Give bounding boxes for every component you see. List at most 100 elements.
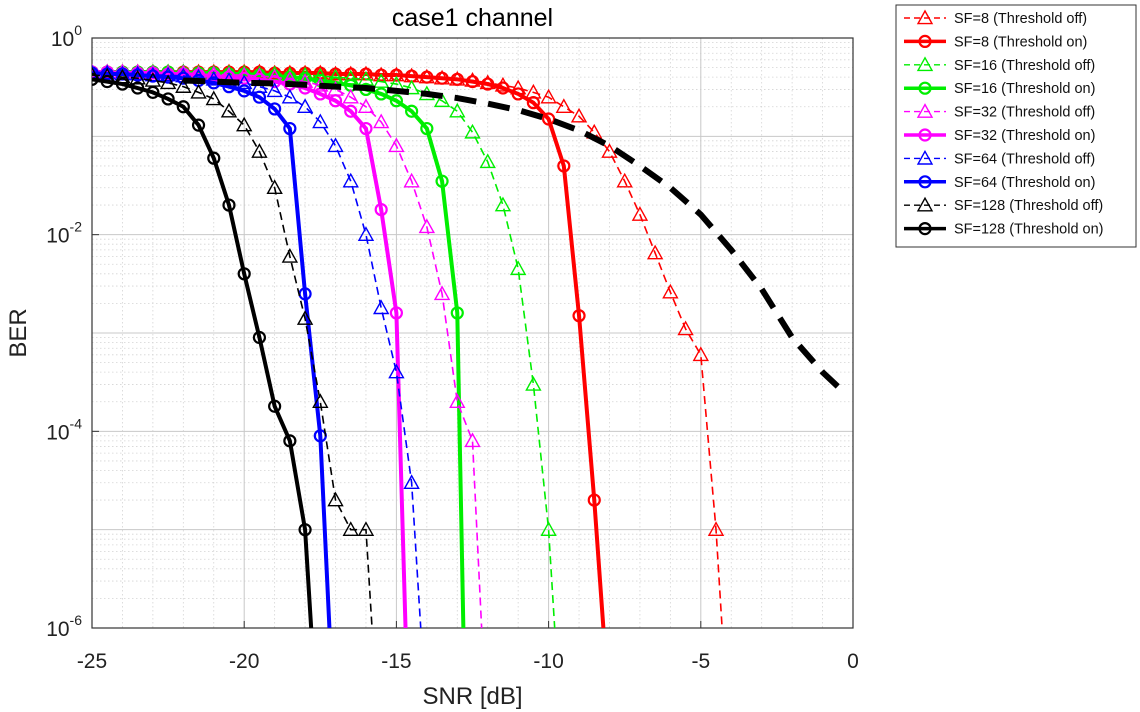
data-point <box>357 521 375 536</box>
data-point <box>296 98 314 114</box>
data-point <box>388 363 405 379</box>
data-point <box>707 521 725 536</box>
data-point <box>100 75 114 89</box>
legend-label: SF=32 (Threshold on) <box>954 128 1095 144</box>
chart-title: case1 channel <box>392 4 553 32</box>
legend-marker <box>918 81 932 95</box>
data-point <box>525 375 542 391</box>
data-point <box>494 196 512 212</box>
data-point <box>435 174 449 188</box>
data-point <box>236 116 253 132</box>
legend-marker <box>918 34 932 49</box>
data-point <box>587 493 601 507</box>
data-point <box>540 521 557 536</box>
data-point <box>481 77 495 91</box>
data-point <box>266 82 283 98</box>
data-point <box>268 102 282 116</box>
legend-label: SF=16 (Threshold on) <box>954 81 1095 97</box>
series-line <box>92 74 373 628</box>
data-point <box>268 399 282 413</box>
series-line <box>183 77 846 395</box>
legend: SF=8 (Threshold off) SF=8 (Threshold on) S… <box>895 4 1137 248</box>
data-point <box>540 88 557 104</box>
x-tick-label: -10 <box>533 650 563 673</box>
data-point <box>129 69 146 85</box>
data-point <box>464 123 481 139</box>
data-point <box>191 118 206 132</box>
legend-label: SF=8 (Threshold on) <box>954 34 1087 50</box>
legend-entry: SF=32 (Threshold on) <box>904 128 1095 144</box>
data-point <box>176 100 190 114</box>
data-point <box>131 81 145 95</box>
data-point <box>357 226 375 241</box>
series-10 <box>92 72 314 628</box>
legend-marker <box>916 56 934 72</box>
data-point <box>283 434 297 448</box>
data-point <box>357 98 375 114</box>
data-point <box>449 393 466 409</box>
series-9 <box>92 66 375 628</box>
data-point <box>435 71 449 85</box>
legend-entry: SF=128 (Threshold on) <box>904 222 1104 238</box>
data-point <box>175 78 192 93</box>
plot-area <box>91 37 854 629</box>
legend-label: SF=32 (Threshold off) <box>954 105 1095 121</box>
data-point <box>403 172 420 188</box>
legend-entry: SF=16 (Threshold off) <box>904 56 1095 74</box>
data-point <box>420 121 434 136</box>
data-point <box>252 90 267 104</box>
x-tick-label: -25 <box>77 650 107 673</box>
data-point <box>541 112 556 126</box>
data-point <box>342 88 359 104</box>
data-point <box>479 153 496 169</box>
data-point <box>159 74 177 90</box>
data-point <box>237 71 251 85</box>
data-point <box>433 285 451 301</box>
legend-entry: SF=128 (Threshold off) <box>904 196 1103 214</box>
data-point <box>557 159 571 173</box>
data-point <box>146 85 160 99</box>
data-point <box>372 113 390 129</box>
data-point <box>509 260 527 276</box>
data-point <box>236 74 253 90</box>
series-line <box>92 70 408 628</box>
data-point <box>496 81 510 95</box>
data-point <box>616 172 633 188</box>
data-point <box>327 491 344 507</box>
series-clip <box>92 63 846 628</box>
data-point <box>161 70 175 84</box>
y-axis-label: BER <box>5 308 32 357</box>
data-point <box>420 70 434 84</box>
y-tick-label: 10-2 <box>46 219 82 248</box>
data-point <box>312 393 329 409</box>
legend-label: SF=128 (Threshold off) <box>954 198 1103 214</box>
series-layer <box>92 63 846 628</box>
x-tick-label: -5 <box>691 650 710 673</box>
data-point <box>328 94 343 108</box>
data-point <box>251 143 268 158</box>
data-point <box>388 137 405 153</box>
x-tick-label: -15 <box>381 650 411 673</box>
data-point <box>342 521 359 536</box>
series-line <box>92 77 314 628</box>
data-point <box>146 69 160 83</box>
data-point <box>283 121 297 136</box>
legend-label: SF=16 (Threshold off) <box>954 58 1095 74</box>
data-point <box>601 143 618 158</box>
data-point <box>692 346 709 362</box>
data-point <box>570 107 588 123</box>
x-tick-label: -20 <box>229 650 259 673</box>
data-point <box>237 84 251 98</box>
x-axis-label: SNR [dB] <box>422 683 522 710</box>
grid-lines <box>91 37 854 629</box>
data-point <box>374 202 388 217</box>
data-point <box>342 172 359 188</box>
data-point <box>190 83 207 99</box>
data-point <box>374 68 388 82</box>
legend-label: SF=8 (Threshold off) <box>954 11 1087 27</box>
data-point <box>92 66 99 80</box>
legend-marker <box>918 175 932 189</box>
axis-ticks: -25 -20 -15 -10 -5 0 10-6 10-4 10-2 100 <box>46 22 859 673</box>
legend-marker <box>918 222 932 236</box>
